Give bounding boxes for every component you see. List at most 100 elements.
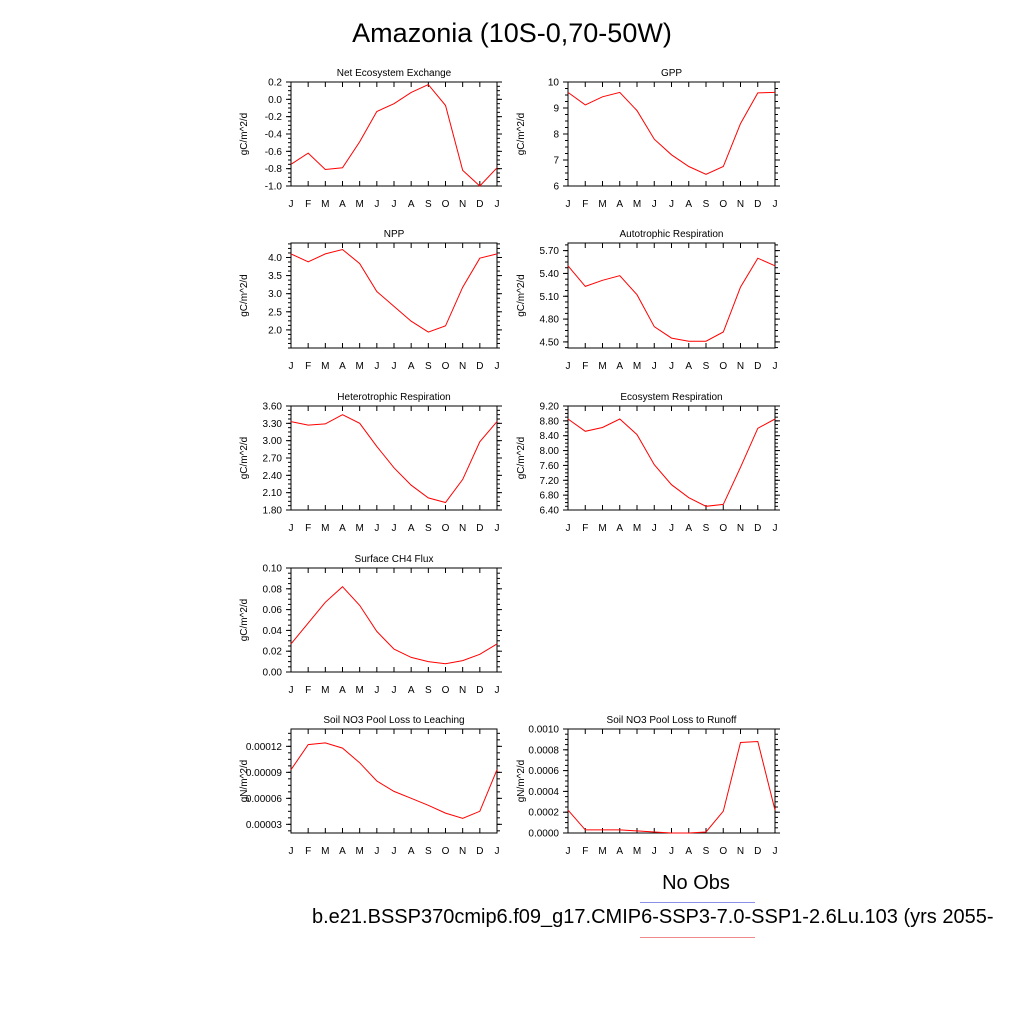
x-tick-label: A bbox=[616, 361, 623, 372]
x-tick-label: J bbox=[652, 199, 657, 210]
x-tick-label: J bbox=[495, 361, 500, 372]
x-tick-label: A bbox=[616, 846, 623, 857]
y-tick-label: 6.40 bbox=[540, 506, 560, 517]
x-tick-label: J bbox=[773, 846, 778, 857]
plot-frame bbox=[290, 242, 498, 349]
y-tick-label: 4.0 bbox=[268, 253, 282, 264]
y-tick-label: 4.80 bbox=[540, 315, 560, 326]
y-tick-label: 0.0002 bbox=[528, 808, 559, 819]
x-tick-label: S bbox=[425, 523, 432, 534]
x-tick-label: F bbox=[582, 523, 588, 534]
y-tick-label: 0.00009 bbox=[246, 768, 283, 779]
y-tick-label: 0.00006 bbox=[246, 794, 283, 805]
y-tick-label: 7.60 bbox=[540, 461, 560, 472]
x-tick-label: N bbox=[737, 846, 744, 857]
x-tick-label: A bbox=[408, 685, 415, 696]
y-axis-label: gC/m^2/d bbox=[239, 599, 250, 642]
x-tick-label: J bbox=[566, 523, 571, 534]
x-tick-label: J bbox=[374, 523, 379, 534]
x-tick-label: S bbox=[703, 523, 710, 534]
y-tick-label: 0.02 bbox=[263, 647, 283, 658]
legend-no-obs-label: No Obs bbox=[662, 872, 730, 894]
x-tick-label: M bbox=[355, 361, 363, 372]
x-tick-label: M bbox=[633, 846, 641, 857]
x-tick-label: J bbox=[773, 199, 778, 210]
y-tick-label: 0.0000 bbox=[528, 829, 559, 840]
x-tick-label: J bbox=[495, 523, 500, 534]
x-tick-label: M bbox=[355, 846, 363, 857]
x-tick-label: J bbox=[289, 523, 294, 534]
x-tick-label: O bbox=[719, 361, 727, 372]
x-tick-label: J bbox=[392, 523, 397, 534]
series-line bbox=[567, 257, 776, 342]
y-tick-label: 2.5 bbox=[268, 307, 282, 318]
chart-title: Heterotrophic Respiration bbox=[337, 392, 450, 403]
y-tick-label: 9 bbox=[553, 104, 559, 115]
plot-frame bbox=[290, 405, 498, 511]
x-tick-label: A bbox=[339, 846, 346, 857]
y-tick-label: 4.50 bbox=[540, 337, 560, 348]
y-tick-label: 7 bbox=[553, 156, 559, 167]
x-tick-label: A bbox=[339, 199, 346, 210]
x-tick-label: M bbox=[321, 846, 329, 857]
series-line bbox=[290, 248, 498, 333]
x-tick-label: J bbox=[669, 361, 674, 372]
y-tick-label: 0.0004 bbox=[528, 787, 559, 798]
y-tick-label: 3.00 bbox=[263, 436, 283, 447]
y-axis-label: gC/m^2/d bbox=[239, 437, 250, 480]
x-tick-label: S bbox=[703, 361, 710, 372]
x-tick-label: J bbox=[289, 199, 294, 210]
x-tick-label: A bbox=[408, 846, 415, 857]
x-tick-label: M bbox=[321, 361, 329, 372]
y-axis-label: gC/m^2/d bbox=[239, 113, 250, 156]
x-tick-label: A bbox=[408, 199, 415, 210]
x-tick-label: M bbox=[633, 361, 641, 372]
y-tick-label: 7.20 bbox=[540, 476, 560, 487]
x-tick-label: J bbox=[392, 685, 397, 696]
y-tick-label: 0.10 bbox=[263, 564, 283, 575]
x-tick-label: A bbox=[616, 523, 623, 534]
x-tick-label: N bbox=[459, 523, 466, 534]
y-tick-label: 0.0008 bbox=[528, 745, 559, 756]
legend-run-line bbox=[640, 937, 755, 938]
x-tick-label: J bbox=[495, 199, 500, 210]
y-tick-label: 3.60 bbox=[263, 402, 283, 413]
x-tick-label: O bbox=[719, 846, 727, 857]
x-tick-label: M bbox=[321, 685, 329, 696]
y-axis-label: gN/m^2/d bbox=[516, 760, 527, 803]
x-tick-label: O bbox=[719, 523, 727, 534]
y-tick-label: 2.40 bbox=[263, 471, 283, 482]
x-tick-label: M bbox=[321, 523, 329, 534]
series-line bbox=[567, 740, 776, 834]
x-tick-label: J bbox=[374, 846, 379, 857]
x-tick-label: S bbox=[703, 199, 710, 210]
x-tick-label: M bbox=[355, 523, 363, 534]
y-tick-label: 5.40 bbox=[540, 269, 560, 280]
y-tick-label: 0.00003 bbox=[246, 820, 283, 831]
x-tick-label: F bbox=[582, 846, 588, 857]
y-tick-label: 3.5 bbox=[268, 271, 282, 282]
y-tick-label: 6 bbox=[553, 182, 559, 193]
plot-frame bbox=[567, 728, 776, 834]
x-tick-label: A bbox=[685, 199, 692, 210]
legend-run-label: b.e21.BSSP370cmip6.f09_g17.CMIP6-SSP3-7.… bbox=[312, 906, 994, 928]
x-tick-label: F bbox=[305, 846, 311, 857]
x-tick-label: O bbox=[442, 846, 450, 857]
x-tick-label: N bbox=[459, 199, 466, 210]
x-tick-label: D bbox=[754, 199, 761, 210]
y-tick-label: 0.00 bbox=[263, 668, 283, 679]
y-axis-label: gC/m^2/d bbox=[516, 113, 527, 156]
y-tick-label: 5.70 bbox=[540, 246, 560, 257]
x-tick-label: S bbox=[703, 846, 710, 857]
plot-frame bbox=[567, 81, 776, 187]
chart-title: Soil NO3 Pool Loss to Runoff bbox=[607, 715, 737, 726]
x-tick-label: D bbox=[476, 523, 483, 534]
y-tick-label: 8 bbox=[553, 130, 559, 141]
y-tick-label: 0.0006 bbox=[528, 766, 559, 777]
legend-no-obs-line bbox=[640, 902, 755, 903]
chart-title: GPP bbox=[661, 68, 682, 79]
x-tick-label: F bbox=[305, 361, 311, 372]
